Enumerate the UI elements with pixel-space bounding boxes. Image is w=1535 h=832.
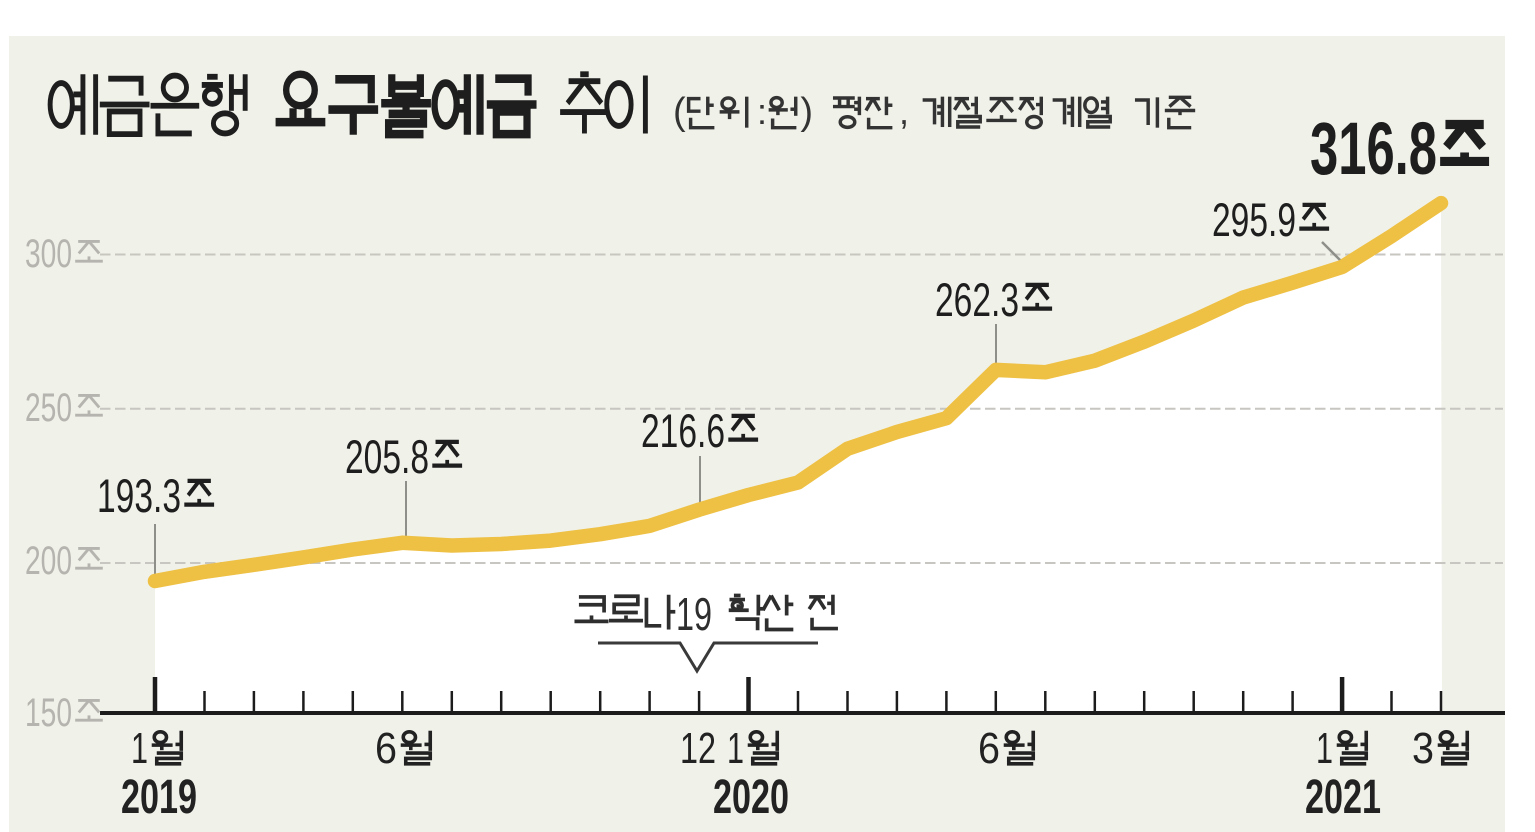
svg-text:295.9: 295.9 [1212, 193, 1296, 246]
svg-text:1: 1 [131, 724, 148, 773]
svg-text:(: ( [673, 91, 686, 133]
svg-text:200: 200 [25, 539, 72, 583]
svg-text:300: 300 [25, 232, 72, 276]
svg-text:2020: 2020 [713, 771, 789, 824]
svg-text:1: 1 [1316, 724, 1333, 773]
svg-text:2019: 2019 [121, 771, 197, 824]
svg-text:193.3: 193.3 [97, 469, 181, 522]
svg-text:12: 12 [680, 724, 716, 773]
svg-text:216.6: 216.6 [641, 404, 725, 457]
svg-text:3: 3 [1412, 724, 1434, 773]
svg-text:): ) [800, 91, 813, 133]
svg-text::: : [757, 91, 767, 132]
svg-text:2021: 2021 [1305, 771, 1381, 824]
svg-text:1: 1 [727, 724, 744, 773]
svg-text:262.3: 262.3 [935, 273, 1019, 326]
svg-text:6: 6 [978, 724, 1000, 773]
svg-text:6: 6 [375, 724, 397, 773]
svg-text:150: 150 [25, 691, 72, 735]
svg-text:205.8: 205.8 [345, 430, 429, 483]
svg-text:,: , [899, 91, 909, 132]
svg-text:316.8: 316.8 [1310, 107, 1437, 190]
svg-text:250: 250 [25, 386, 72, 430]
svg-text:19: 19 [676, 588, 712, 640]
